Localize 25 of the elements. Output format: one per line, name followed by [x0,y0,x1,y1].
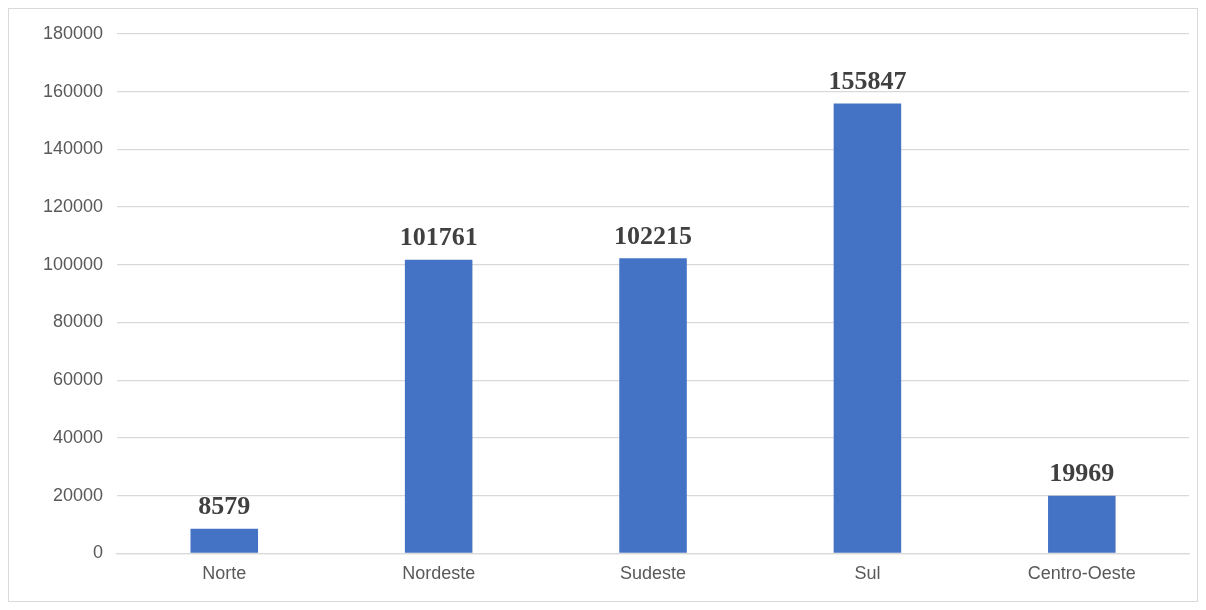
y-tick-label: 180000 [42,22,104,43]
y-tick-label: 140000 [42,138,104,159]
x-tick-label: Nordeste [402,563,476,584]
x-tick-label: Centro-Oeste [1027,563,1136,584]
bar [833,103,902,553]
x-tick-label: Sul [854,563,881,584]
y-tick-label: 100000 [42,253,104,274]
x-tick-label: Norte [202,563,247,584]
bar [404,259,473,553]
data-label: 102215 [614,221,693,251]
x-tick-label: Sudeste [620,563,687,584]
bar [619,258,687,553]
bar [1048,495,1116,553]
y-tick-label: 60000 [53,369,104,390]
data-label: 8579 [198,491,251,521]
data-label: 101761 [399,222,478,252]
y-tick-label: 20000 [53,484,104,505]
data-label: 19969 [1049,458,1115,488]
y-tick-label: 160000 [42,80,104,101]
y-tick-label: 120000 [42,195,104,216]
y-tick-label: 80000 [53,311,104,332]
data-label: 155847 [828,66,907,96]
y-tick-label: 40000 [53,426,104,447]
y-tick-label: 0 [93,542,104,563]
bar [190,528,259,553]
